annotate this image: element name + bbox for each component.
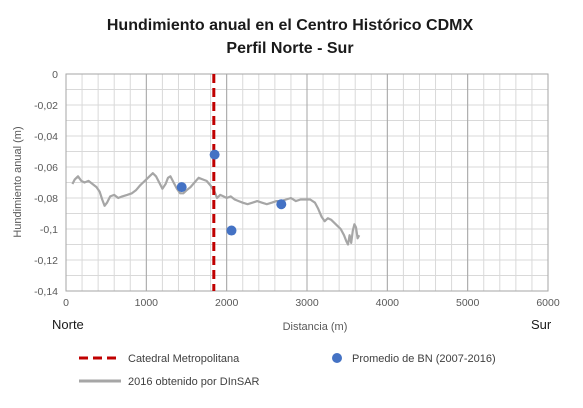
chart-title: Hundimiento anual en el Centro Histórico…	[107, 17, 474, 34]
x-tick-label: 4000	[376, 297, 400, 309]
x-tick-label: 2000	[215, 297, 239, 309]
y-tick-label: -0,02	[34, 100, 58, 112]
x-tick-label: 0	[63, 297, 69, 309]
legend-label-dinsar: 2016 obtenido por DInSAR	[128, 376, 260, 388]
legend-label-catedral: Catedral Metropolitana	[128, 353, 240, 365]
grid-layer	[65, 73, 549, 292]
y-tick-label: -0,08	[34, 193, 58, 205]
plot-area-border	[65, 73, 549, 292]
data-layer	[71, 74, 361, 291]
x-axis-label: Distancia (m)	[283, 321, 348, 333]
bn-data-point	[176, 182, 187, 193]
legend-swatch-bn-average	[332, 353, 342, 363]
x-tick-label: 6000	[536, 297, 560, 309]
bn-data-point	[209, 149, 220, 160]
legend-label-bn-average: Promedio de BN (2007-2016)	[352, 353, 496, 365]
y-tick-label: -0,12	[34, 255, 58, 267]
y-tick-label: -0,06	[34, 162, 58, 174]
x-tick-label: 5000	[456, 297, 480, 309]
legend: Catedral Metropolitana Promedio de BN (2…	[79, 353, 496, 388]
y-axis-label: Hundimiento anual (m)	[12, 126, 24, 237]
chart-subtitle: Perfil Norte - Sur	[226, 40, 353, 57]
x-tick-label: 3000	[295, 297, 319, 309]
y-tick-label: 0	[52, 69, 58, 81]
bn-data-point	[226, 225, 237, 236]
y-tick-label: -0,1	[40, 224, 58, 236]
axes-layer: 0 1000 2000 3000 4000 5000 6000 0 -0,02 -0,04 -0,0…	[34, 69, 560, 309]
bn-data-point	[276, 199, 287, 210]
direction-north-label: Norte	[52, 317, 84, 332]
y-tick-label: -0,14	[34, 286, 58, 298]
x-tick-label: 1000	[135, 297, 159, 309]
direction-south-label: Sur	[531, 317, 552, 332]
y-tick-label: -0,04	[34, 131, 58, 143]
